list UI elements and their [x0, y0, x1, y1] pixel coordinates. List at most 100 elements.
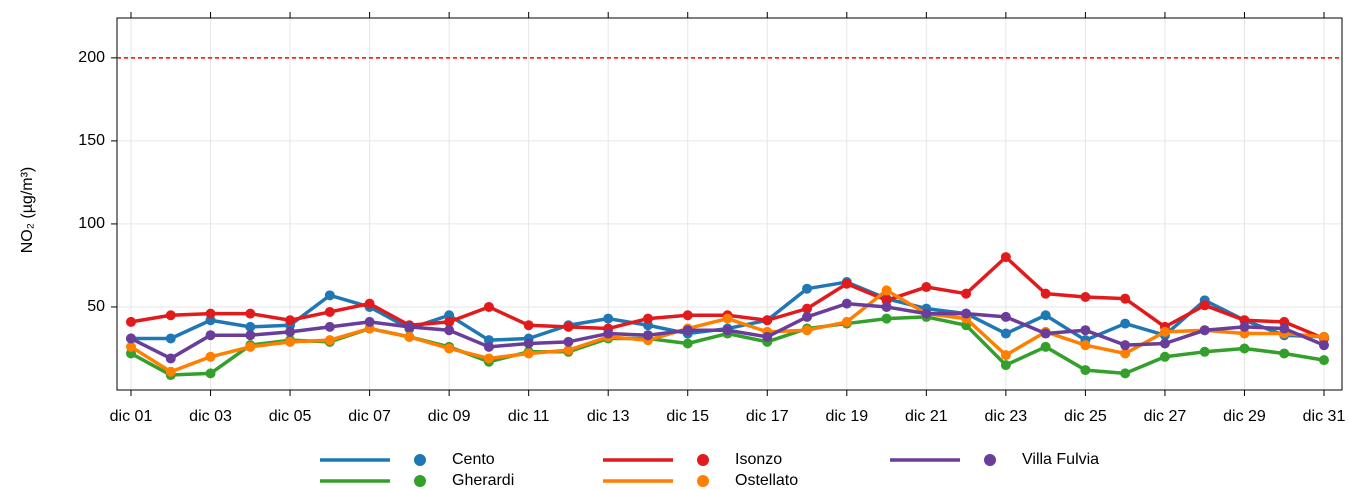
data-point [444, 325, 455, 336]
data-point [364, 316, 375, 327]
legend-marker [414, 454, 426, 466]
data-point [165, 310, 176, 321]
data-point [404, 321, 415, 332]
data-point [1080, 365, 1091, 376]
x-tick-label: dic 27 [1144, 408, 1187, 425]
data-point [722, 325, 733, 336]
data-point [1000, 328, 1011, 339]
data-point [483, 341, 494, 352]
data-point [126, 316, 136, 327]
y-tick-label: 150 [78, 132, 105, 149]
data-point [1040, 288, 1051, 299]
data-point [802, 283, 813, 294]
data-point [1279, 348, 1290, 359]
data-point [165, 333, 176, 344]
legend-label: Isonzo [735, 451, 782, 468]
data-point [245, 321, 256, 332]
data-point [1199, 325, 1210, 336]
x-tick-label: dic 19 [825, 408, 868, 425]
data-point [1239, 321, 1250, 332]
data-point [1080, 340, 1091, 351]
x-tick-label: dic 15 [666, 408, 709, 425]
y-tick-label: 50 [87, 298, 105, 315]
data-point [1000, 360, 1011, 371]
x-tick-label: dic 09 [428, 408, 471, 425]
data-point [205, 351, 216, 362]
data-point [563, 336, 574, 347]
data-point [921, 282, 932, 293]
data-point [285, 315, 296, 326]
data-point [841, 278, 852, 289]
y-tick-label: 100 [78, 215, 105, 232]
data-point [921, 308, 932, 319]
data-point [881, 301, 892, 312]
data-point [404, 331, 415, 342]
data-point [285, 336, 296, 347]
data-point [483, 353, 494, 364]
data-point [1319, 340, 1329, 351]
data-point [603, 313, 614, 324]
x-tick-label: dic 03 [189, 408, 232, 425]
legend-label: Gherardi [452, 472, 514, 489]
data-point [165, 366, 176, 377]
data-point [563, 321, 574, 332]
data-point [245, 330, 256, 341]
data-point [682, 338, 693, 349]
data-point [841, 316, 852, 327]
data-point [1120, 318, 1131, 329]
data-point [245, 308, 256, 319]
data-point [364, 298, 375, 309]
y-axis-label: NO₂ (µg/m³) [19, 167, 36, 254]
data-point [1040, 341, 1051, 352]
data-point [1159, 338, 1170, 349]
data-point [324, 321, 335, 332]
data-point [205, 368, 216, 379]
x-tick-label: dic 21 [905, 408, 948, 425]
data-point [802, 325, 813, 336]
data-point [603, 328, 614, 339]
x-tick-label: dic 13 [587, 408, 630, 425]
data-point [523, 338, 534, 349]
data-point [1319, 355, 1329, 366]
data-point [1000, 311, 1011, 322]
data-point [1000, 350, 1011, 361]
data-point [324, 335, 335, 346]
data-point [285, 326, 296, 337]
data-point [483, 301, 494, 312]
y-tick-label: 200 [78, 49, 105, 66]
data-point [126, 333, 136, 344]
legend-marker [984, 454, 996, 466]
data-point [205, 330, 216, 341]
data-point [762, 331, 773, 342]
legend-label: Ostellato [735, 472, 798, 489]
data-point [1000, 252, 1011, 263]
data-point [642, 313, 653, 324]
x-tick-label: dic 01 [110, 408, 153, 425]
x-tick-label: dic 11 [508, 408, 550, 425]
data-point [1120, 348, 1131, 359]
data-point [1159, 351, 1170, 362]
data-point [802, 303, 813, 314]
data-point [762, 315, 773, 326]
data-point [802, 311, 813, 322]
data-point [1120, 340, 1131, 351]
data-point [722, 313, 733, 324]
data-point [324, 290, 335, 301]
legend-label: Villa Fulvia [1022, 451, 1099, 468]
data-point [324, 306, 335, 317]
data-point [444, 316, 455, 327]
data-point [961, 308, 972, 319]
data-point [1120, 368, 1131, 379]
data-point [1239, 343, 1250, 354]
x-tick-label: dic 29 [1223, 408, 1266, 425]
data-point [523, 320, 534, 331]
data-point [165, 353, 176, 364]
data-point [1159, 326, 1170, 337]
data-point [1199, 346, 1210, 357]
data-point [1080, 325, 1091, 336]
legend-marker [414, 475, 426, 487]
data-point [1120, 293, 1131, 304]
data-point [1040, 328, 1051, 339]
x-tick-label: dic 31 [1303, 408, 1346, 425]
data-point [881, 313, 892, 324]
